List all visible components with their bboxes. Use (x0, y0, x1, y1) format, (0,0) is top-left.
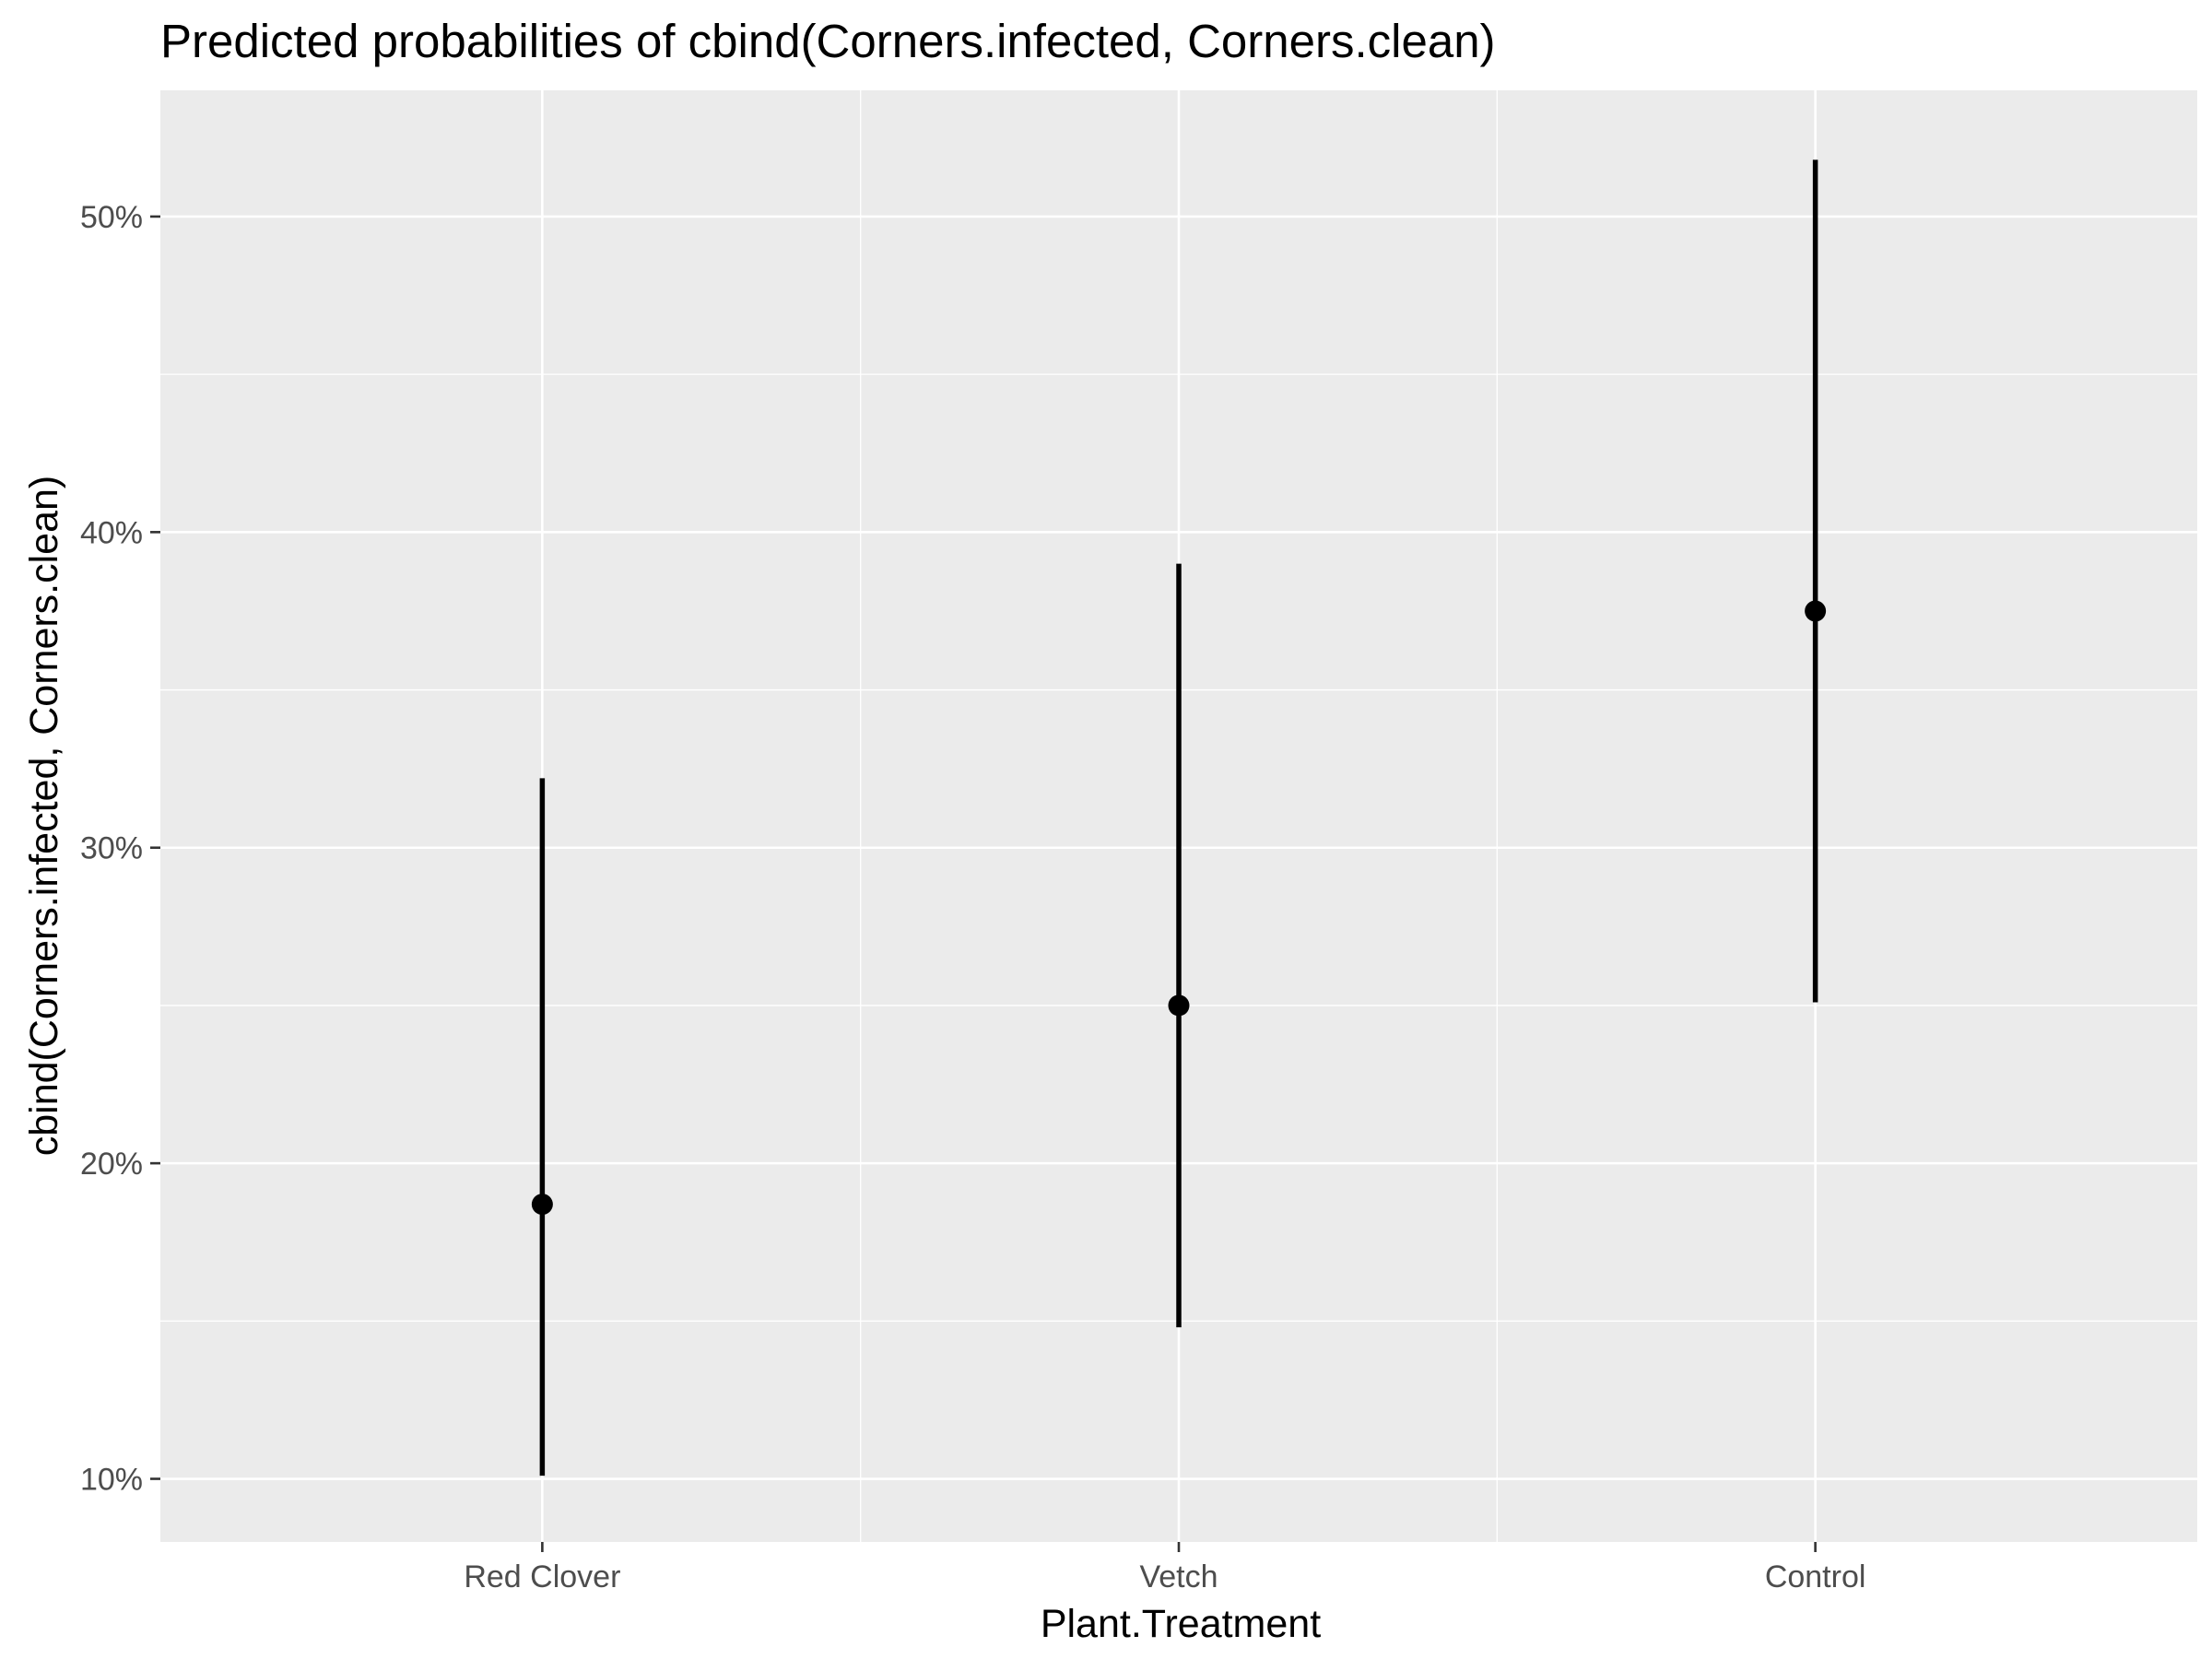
chart-title: Predicted probabilities of cbind(Corners… (160, 15, 1496, 67)
axes: 10% 20% 30% 40% 50% Red Clover Vetch Control (80, 200, 1865, 1594)
y-axis-title: cbind(Corners.infected, Corners.clean) (22, 476, 66, 1157)
data-marks (531, 159, 1827, 1477)
x-tick-label: Red Clover (464, 1559, 620, 1594)
y-tick-label: 40% (80, 515, 143, 550)
y-tick-label: 50% (80, 200, 143, 235)
data-point-red-clover (531, 1194, 553, 1216)
y-tick-label: 30% (80, 831, 143, 866)
y-tick-label: 10% (80, 1463, 143, 1498)
data-point-control (1805, 600, 1827, 622)
data-point-vetch (1168, 994, 1190, 1017)
x-tick-label: Control (1765, 1559, 1866, 1594)
x-tick-label: Vetch (1139, 1559, 1218, 1594)
x-axis-title: Plant.Treatment (1041, 1602, 1321, 1646)
y-tick-label: 20% (80, 1147, 143, 1182)
